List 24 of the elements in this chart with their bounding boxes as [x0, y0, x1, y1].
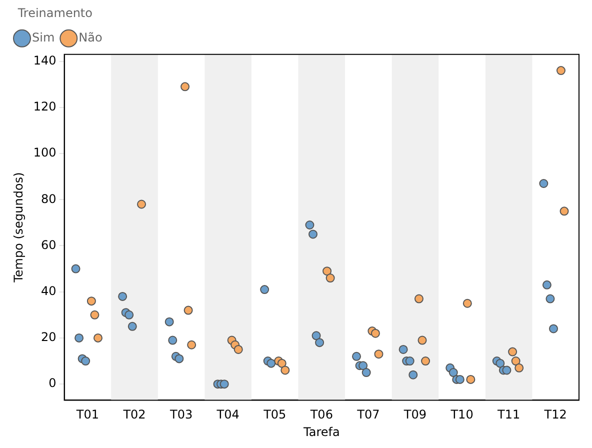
x-tick-label: T11	[496, 408, 520, 422]
x-tick-label: T12	[543, 408, 567, 422]
y-tick-label: 20	[41, 330, 56, 344]
x-tick-label: T01	[75, 408, 100, 422]
y-tick-label: 80	[41, 192, 56, 206]
legend-label: Sim	[32, 30, 55, 45]
x-tick-label: T07	[356, 408, 380, 422]
y-tick-label: 0	[48, 376, 56, 390]
y-axis-title: Tempo (segundos)	[11, 172, 26, 284]
x-tick-label: T03	[168, 408, 193, 422]
x-tick-label: T05	[262, 408, 286, 422]
y-tick-label: 60	[41, 238, 56, 252]
legend-title: Treinamento	[16, 6, 92, 20]
x-tick-label: T04	[216, 408, 240, 422]
x-tick-label: T06	[309, 408, 333, 422]
legend-label: Não	[78, 30, 102, 45]
x-tick-label: T09	[402, 408, 427, 422]
y-tick-label: 100	[33, 146, 56, 160]
x-tick-label: T10	[450, 408, 474, 422]
x-tick-label: T02	[122, 408, 146, 422]
y-tick-label: 40	[41, 284, 56, 298]
x-axis-title: Tarefa	[302, 424, 340, 439]
y-tick-label: 140	[33, 53, 56, 68]
y-tick-label: 120	[33, 100, 56, 114]
